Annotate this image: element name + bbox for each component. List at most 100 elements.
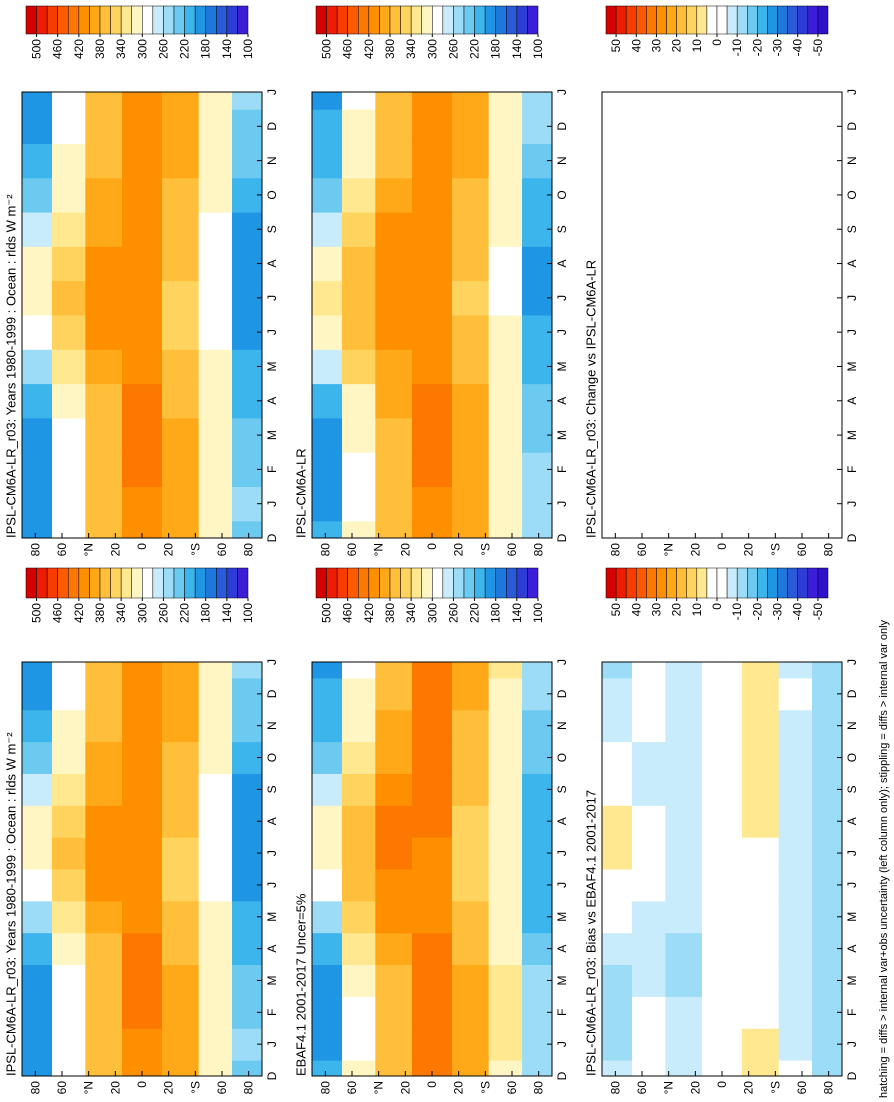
month-label: D	[845, 533, 859, 542]
field-cell	[22, 805, 53, 838]
month-label: J	[265, 659, 279, 665]
colorbar-label: 260	[446, 603, 460, 623]
field-cell	[742, 677, 780, 711]
field-cell	[122, 1028, 163, 1061]
colorbar-box	[326, 567, 338, 599]
field-cell	[375, 92, 413, 110]
field-cell	[742, 1028, 780, 1061]
colorbar-box	[516, 567, 528, 599]
colorbar-box	[421, 5, 433, 35]
field-cell	[312, 869, 343, 902]
field-cell	[342, 1060, 376, 1077]
field-cell	[312, 773, 343, 806]
field-cell	[342, 246, 376, 282]
field-cell	[602, 246, 633, 282]
field-cell	[312, 109, 343, 144]
field-cell	[375, 177, 413, 213]
field-cell	[452, 662, 490, 679]
field-cell	[412, 837, 453, 870]
field-cell	[198, 677, 233, 711]
month-label: J	[845, 850, 859, 856]
field-cell	[632, 709, 666, 743]
lat-tick-label: 60	[345, 543, 359, 557]
field-cell	[312, 900, 343, 934]
lat-tick-label: 20	[162, 1081, 176, 1095]
field-cell	[665, 837, 703, 870]
colorbar-box	[747, 5, 758, 35]
colorbar-label: -40	[791, 603, 805, 621]
field-cell	[702, 349, 743, 385]
field-cell	[162, 1028, 200, 1061]
colorbar-label: 10	[690, 603, 704, 617]
field-cell	[742, 280, 780, 316]
field-cell	[742, 741, 780, 774]
field-cell	[22, 773, 53, 806]
field-cell	[232, 1060, 263, 1077]
field-cell	[452, 177, 490, 213]
month-label: O	[845, 753, 859, 762]
field-cell	[665, 177, 703, 213]
field-cell	[452, 709, 490, 743]
field-cell	[52, 417, 86, 453]
colorbar-box	[120, 5, 132, 35]
field-cell	[85, 709, 123, 743]
field-cell	[52, 805, 86, 838]
field-cell	[702, 417, 743, 453]
field-cell	[602, 452, 633, 488]
field-cell	[122, 932, 163, 966]
colorbar-box	[797, 567, 809, 599]
field-cell	[812, 92, 843, 110]
field-cell	[602, 773, 633, 806]
colorbar-box	[368, 5, 380, 35]
field-cell	[632, 452, 666, 488]
month-label: J	[265, 850, 279, 856]
colorbar-box	[226, 567, 238, 599]
field-cell	[702, 246, 743, 282]
lat-tick-label: 0	[135, 543, 149, 550]
field-cell	[52, 996, 86, 1029]
colorbar-label: 380	[383, 603, 397, 623]
field-cell	[52, 773, 86, 806]
field-cell	[375, 212, 413, 247]
field-cell	[702, 709, 743, 743]
field-cell	[342, 805, 376, 838]
field-cell	[488, 92, 523, 110]
field-cell	[122, 486, 163, 522]
month-label: A	[555, 397, 569, 405]
month-label: D	[555, 122, 569, 131]
colorbar-label: 260	[156, 39, 170, 59]
field-cell	[452, 996, 490, 1029]
field-cell	[632, 677, 666, 711]
month-label: M	[555, 361, 569, 371]
colorbar-box	[656, 5, 667, 35]
colorbar-box	[686, 5, 698, 35]
field-cell	[375, 280, 413, 316]
field-cell	[488, 805, 523, 838]
month-label: F	[265, 466, 279, 473]
colorbar-label: 50	[609, 39, 623, 53]
colorbar-box	[142, 5, 154, 35]
month-label: M	[845, 430, 859, 440]
lat-tick-label: 60	[505, 543, 519, 557]
field-cell	[312, 349, 343, 385]
field-cell	[312, 383, 343, 419]
field-cell	[452, 900, 490, 934]
field-cell	[602, 280, 633, 316]
colorbar-label: 30	[649, 39, 663, 53]
month-label: A	[555, 945, 569, 953]
colorbar-box	[605, 5, 617, 35]
field-cell	[665, 452, 703, 488]
field-cell	[342, 837, 376, 870]
month-label: M	[555, 975, 569, 985]
field-cell	[375, 964, 413, 997]
field-cell	[312, 677, 343, 711]
field-cell	[488, 964, 523, 997]
field-cell	[375, 315, 413, 350]
field-cell	[778, 280, 813, 316]
field-cell	[452, 280, 490, 316]
field-cell	[122, 964, 163, 997]
field-cell	[198, 246, 233, 282]
field-cell	[85, 996, 123, 1029]
lat-tick-label: 80	[28, 1081, 42, 1095]
field-cell	[162, 109, 200, 144]
